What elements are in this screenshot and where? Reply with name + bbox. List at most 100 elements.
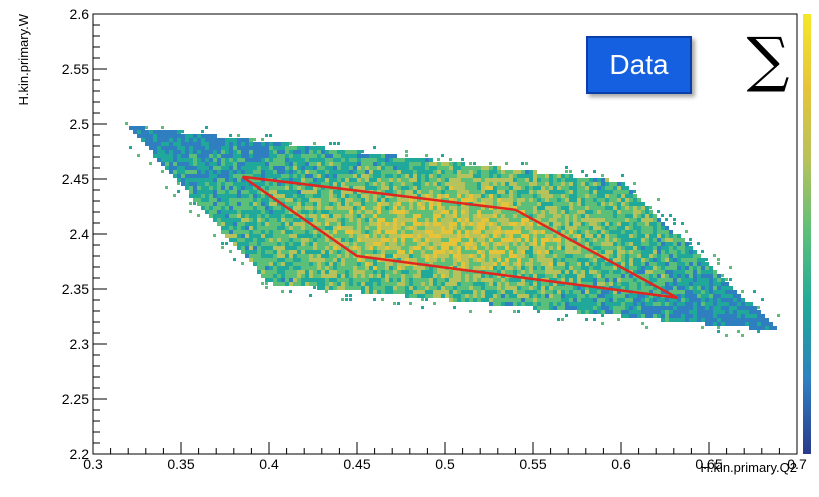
heatmap-cell: [621, 222, 625, 226]
heatmap-cell: [401, 270, 405, 274]
heatmap-cell: [377, 254, 381, 258]
heatmap-cell: [417, 246, 421, 250]
heatmap-cell: [613, 294, 617, 298]
heatmap-cell: [557, 246, 561, 250]
heatmap-cell: [237, 138, 241, 142]
heatmap-cell: [309, 146, 313, 150]
heatmap-cell: [645, 302, 649, 306]
heatmap-cell: [569, 242, 573, 246]
heatmap-cell: [137, 130, 141, 134]
heatmap-cell: [477, 254, 481, 258]
heatmap-cell: [653, 238, 657, 242]
heatmap-cell: [521, 238, 525, 242]
heatmap-cell: [193, 190, 197, 194]
heatmap-cell: [497, 218, 501, 222]
heatmap-cell: [197, 158, 201, 162]
heatmap-cell: [409, 282, 413, 286]
heatmap-cell: [417, 190, 421, 194]
heatmap-cell: [217, 170, 221, 174]
heatmap-cell: [533, 210, 537, 214]
heatmap-cell: [325, 266, 329, 270]
heatmap-cell: [753, 306, 757, 310]
heatmap-cell: [377, 270, 381, 274]
heatmap-cell: [621, 182, 625, 186]
heatmap-cell: [485, 278, 489, 282]
heatmap-cell: [589, 230, 593, 234]
heatmap-cell: [733, 306, 737, 310]
heatmap-cell: [513, 234, 517, 238]
heatmap-cell: [417, 234, 421, 238]
heatmap-cell: [533, 302, 537, 306]
heatmap-cell: [433, 162, 437, 166]
heatmap-cell: [165, 146, 169, 150]
heatmap-cell: [281, 222, 285, 226]
heatmap-cell: [625, 306, 629, 310]
heatmap-cell: [609, 214, 613, 218]
heatmap-cell: [525, 238, 529, 242]
heatmap-cell: [521, 278, 525, 282]
heatmap-cell: [225, 242, 228, 245]
heatmap-cell: [385, 274, 389, 278]
heatmap-cell: [589, 182, 593, 186]
heatmap-cell: [377, 214, 381, 218]
heatmap-cell: [289, 142, 292, 145]
heatmap-cell: [189, 142, 193, 146]
heatmap-cell: [665, 238, 669, 242]
heatmap-cell: [269, 222, 273, 226]
heatmap-cell: [697, 270, 701, 274]
heatmap-cell: [177, 190, 180, 193]
heatmap-cell: [365, 198, 369, 202]
heatmap-cell: [761, 322, 765, 326]
heatmap-cell: [293, 222, 297, 226]
heatmap-cell: [569, 194, 573, 198]
heatmap-cell: [525, 218, 529, 222]
heatmap-cell: [321, 286, 325, 290]
heatmap-cell: [417, 178, 421, 182]
heatmap-cell: [637, 218, 641, 222]
heatmap-cell: [173, 194, 176, 197]
heatmap-cell: [269, 158, 273, 162]
heatmap-cell: [333, 226, 337, 230]
heatmap-cell: [589, 290, 593, 294]
heatmap-cell: [269, 210, 273, 214]
heatmap-cell: [589, 242, 593, 246]
heatmap-cell: [293, 246, 297, 250]
heatmap-cell: [417, 270, 421, 274]
heatmap-cell: [481, 174, 485, 178]
heatmap-cell: [569, 214, 573, 218]
heatmap-cell: [317, 250, 321, 254]
heatmap-cell: [717, 258, 720, 261]
heatmap-cell: [205, 150, 209, 154]
heatmap-cell: [345, 178, 349, 182]
heatmap-cell: [473, 246, 477, 250]
heatmap-cell: [677, 318, 681, 322]
heatmap-cell: [409, 226, 413, 230]
heatmap-cell: [253, 170, 257, 174]
heatmap-cell: [469, 182, 473, 186]
heatmap-cell: [525, 250, 529, 254]
heatmap-cell: [409, 266, 413, 270]
heatmap-cell: [321, 206, 325, 210]
heatmap-cell: [413, 218, 417, 222]
heatmap-cell: [397, 250, 401, 254]
heatmap-cell: [605, 294, 609, 298]
heatmap-cell: [569, 290, 573, 294]
heatmap-cell: [545, 186, 549, 190]
heatmap-cell: [445, 198, 449, 202]
heatmap-cell: [513, 218, 517, 222]
heatmap-cell: [345, 270, 349, 274]
heatmap-cell: [769, 326, 773, 330]
heatmap-cell: [437, 238, 441, 242]
heatmap-cell: [421, 182, 425, 186]
heatmap-cell: [329, 190, 333, 194]
heatmap-cell: [669, 234, 673, 238]
heatmap-cell: [349, 254, 353, 258]
heatmap-cell: [601, 198, 605, 202]
heatmap-cell: [489, 190, 493, 194]
heatmap-cell: [729, 310, 733, 314]
heatmap-cell: [537, 262, 541, 266]
heatmap-cell: [269, 266, 273, 270]
heatmap-cell: [573, 278, 577, 282]
heatmap-cell: [665, 314, 669, 318]
heatmap-cell: [585, 174, 588, 177]
